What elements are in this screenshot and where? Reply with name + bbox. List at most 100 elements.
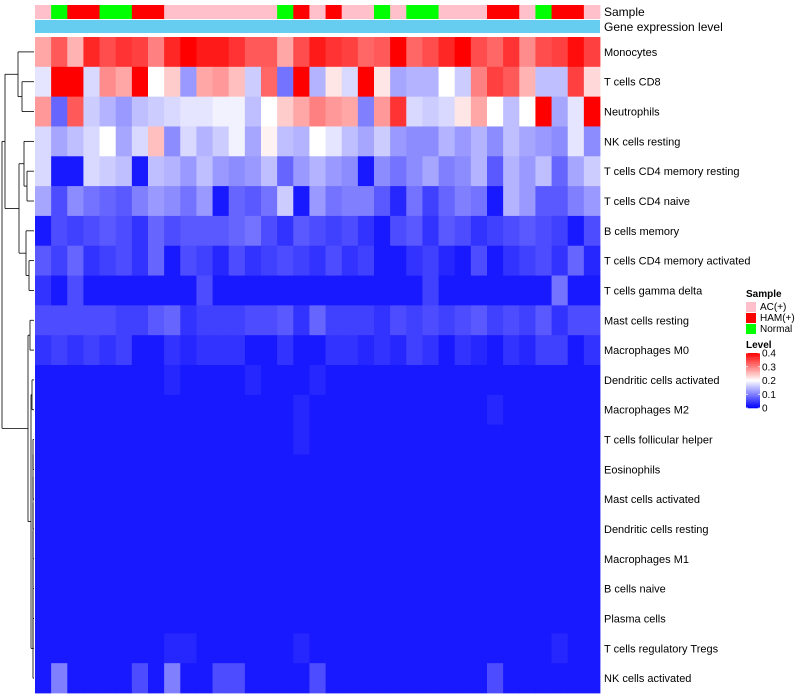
heatmap-cell: [51, 663, 68, 694]
heatmap-cell: [470, 424, 488, 455]
row-label: T cells gamma delta: [604, 285, 703, 297]
level-legend-color-step: [746, 354, 760, 357]
heatmap-cell: [551, 245, 569, 276]
heatmap-cell: [228, 365, 246, 396]
heatmap-cell: [454, 126, 472, 157]
heatmap-cell: [277, 603, 294, 634]
level-legend-title: Level: [746, 340, 772, 351]
heatmap-cell: [83, 394, 100, 426]
heatmap-cell: [244, 394, 262, 426]
heatmap-cell: [519, 424, 536, 455]
heatmap-cell: [583, 663, 601, 694]
heatmap-cell: [519, 603, 536, 634]
row-label: T cells follicular helper: [604, 435, 713, 447]
heatmap-cell: [277, 663, 294, 694]
heatmap-cell: [244, 335, 262, 366]
heatmap-cell: [567, 603, 585, 634]
heatmap-cell: [519, 484, 536, 515]
heatmap-cell: [83, 663, 100, 694]
heatmap-cell: [341, 454, 359, 485]
heatmap-cell: [164, 156, 181, 187]
heatmap-cell: [406, 305, 423, 336]
heatmap-cell: [83, 335, 100, 366]
heatmap-cell: [83, 156, 100, 187]
heatmap-cell: [438, 573, 456, 604]
heatmap-cell: [535, 275, 552, 306]
heatmap-cell: [454, 245, 472, 276]
heatmap-cell: [487, 394, 504, 426]
row-label: Eosinophils: [604, 464, 661, 476]
heatmap-cell: [115, 66, 133, 98]
heatmap-cell: [67, 663, 84, 694]
heatmap-cell: [148, 514, 165, 545]
heatmap-cell: [470, 454, 488, 485]
heatmap-cell: [51, 66, 68, 98]
heatmap-cell: [228, 603, 246, 634]
heatmap-cell: [519, 335, 536, 366]
heatmap-cell: [567, 514, 585, 545]
heatmap-cell: [148, 365, 165, 396]
heatmap-cell: [535, 335, 552, 366]
heatmap-cell: [438, 245, 456, 276]
heatmap-cell: [357, 37, 375, 68]
heatmap-cell: [551, 633, 569, 664]
level-legend-color-step: [746, 372, 760, 374]
heatmap-cell: [228, 126, 246, 157]
heatmap-cell: [99, 484, 117, 515]
heatmap-cell: [487, 633, 504, 664]
heatmap-cell: [148, 573, 165, 604]
heatmap-cell: [131, 454, 149, 485]
heatmap-cell: [390, 633, 407, 664]
heatmap-cell: [212, 186, 230, 217]
heatmap-cell: [325, 186, 343, 217]
heatmap-cell: [422, 96, 439, 127]
heatmap-cell: [131, 96, 149, 127]
heatmap-cell: [325, 335, 343, 366]
heatmap-cell: [99, 96, 117, 127]
heatmap-cell: [422, 186, 439, 217]
heatmap-cell: [99, 454, 117, 485]
level-legend-color-step: [746, 380, 760, 383]
heatmap-cell: [131, 156, 149, 187]
heatmap-cell: [454, 215, 472, 247]
heatmap-cell: [115, 275, 133, 306]
heatmap-cell: [357, 573, 375, 604]
heatmap-cell: [244, 66, 262, 98]
heatmap-cell: [583, 245, 601, 276]
heatmap-cell: [244, 37, 262, 68]
heatmap-cell: [35, 663, 52, 694]
sample-cell: [51, 5, 68, 19]
heatmap-cell: [519, 245, 536, 276]
heatmap-cell: [390, 484, 407, 515]
heatmap-cell: [341, 126, 359, 157]
row-label: Macrophages M1: [604, 554, 689, 566]
heatmap-cell: [67, 514, 84, 545]
heatmap-cell: [244, 186, 262, 217]
heatmap-cell: [196, 424, 213, 455]
heatmap-cell: [293, 275, 310, 306]
heatmap-cell: [535, 514, 552, 545]
heatmap-cell: [503, 186, 520, 217]
heatmap-cell: [390, 424, 407, 455]
heatmap-cell: [341, 96, 359, 127]
heatmap-cell: [503, 454, 520, 485]
heatmap-cell: [35, 96, 52, 127]
heatmap-cell: [422, 603, 439, 634]
heatmap-cell: [228, 335, 246, 366]
heatmap-cell: [374, 275, 391, 306]
heatmap-cell: [244, 603, 262, 634]
heatmap-cell: [519, 663, 536, 694]
heatmap-cell: [196, 66, 213, 98]
heatmap-cell: [567, 245, 585, 276]
sample-legend: Sample AC(+)HAM(+)Normal: [746, 289, 795, 335]
heatmap-cell: [309, 156, 326, 187]
heatmap-cell: [454, 66, 472, 98]
row-label: Neutrophils: [604, 107, 660, 119]
heatmap-cell: [196, 245, 213, 276]
heatmap-cell: [131, 126, 149, 157]
sample-cell: [374, 5, 391, 19]
heatmap-cell: [180, 543, 197, 575]
heatmap-cells: [35, 37, 601, 694]
heatmap-cell: [438, 603, 456, 634]
heatmap-cell: [567, 215, 585, 247]
